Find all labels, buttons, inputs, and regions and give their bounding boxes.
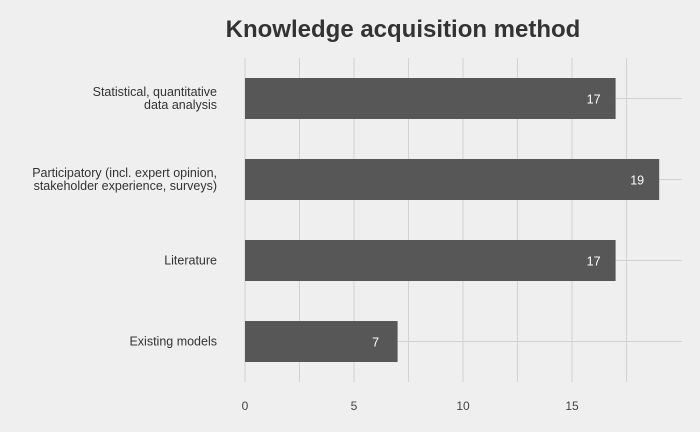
x-tick-label: 0 — [242, 399, 249, 413]
x-tick-label: 15 — [565, 399, 579, 413]
category-label-line: Statistical, quantitative — [93, 85, 217, 99]
bar — [245, 78, 616, 119]
category-label: Existing models — [129, 335, 217, 349]
bar — [245, 321, 398, 362]
category-label-line: Participatory (incl. expert opinion, — [32, 166, 217, 180]
category-label-line: Literature — [164, 254, 217, 268]
x-tick-label: 5 — [351, 399, 358, 413]
category-label: Statistical, quantitative data analysis — [93, 85, 217, 112]
category-label: Participatory (incl. expert opinion, stak… — [32, 166, 217, 193]
x-tick-label: 10 — [456, 399, 470, 413]
bar — [245, 159, 660, 200]
data-label: 19 — [630, 174, 644, 188]
x-axis-ticks: 0 5 10 15 — [242, 399, 579, 413]
bar — [245, 240, 616, 281]
data-label: 17 — [587, 255, 601, 269]
data-label: 7 — [372, 336, 379, 350]
category-label-line: data analysis — [144, 98, 217, 112]
category-labels: Statistical, quantitative data analysis Pa… — [32, 85, 217, 349]
data-label: 17 — [587, 93, 601, 107]
category-label-line: Existing models — [129, 335, 217, 349]
category-label: Literature — [164, 254, 217, 268]
bars: 17 19 17 7 — [245, 78, 660, 362]
category-label-line: stakeholder experience, surveys) — [34, 179, 217, 193]
chart-title: Knowledge acquisition method — [226, 16, 581, 43]
